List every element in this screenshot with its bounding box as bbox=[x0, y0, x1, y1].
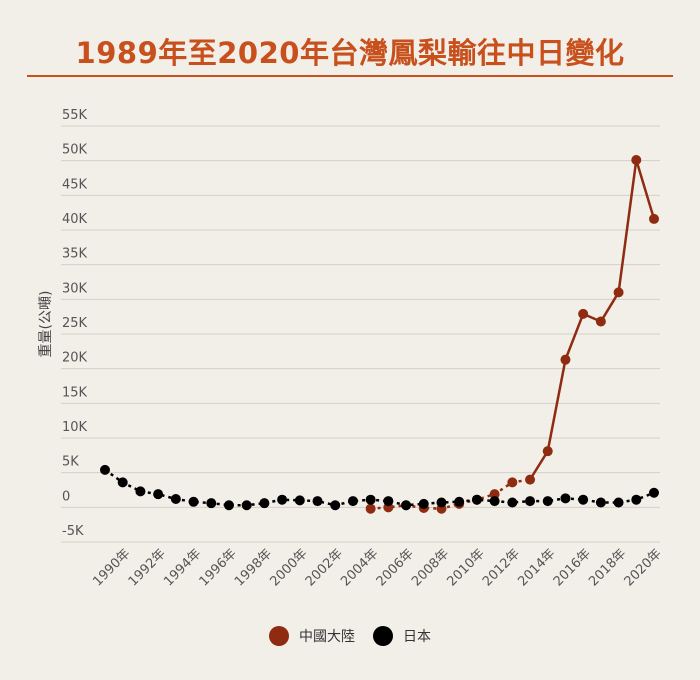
x-tick-label: 1992年 bbox=[126, 546, 169, 589]
legend-item-china[interactable]: 中國大陸 bbox=[269, 626, 355, 646]
data-point-japan bbox=[595, 497, 606, 508]
legend: 中國大陸 日本 bbox=[0, 626, 700, 646]
x-tick-label: 2010年 bbox=[445, 546, 488, 589]
x-tick-label: 2004年 bbox=[338, 546, 381, 589]
legend-item-japan[interactable]: 日本 bbox=[373, 626, 431, 646]
data-point-china bbox=[525, 474, 536, 485]
data-point-china bbox=[613, 287, 624, 298]
y-tick-label: 15K bbox=[62, 385, 88, 400]
y-tick-label: 10K bbox=[62, 420, 88, 435]
y-tick-label: 35K bbox=[62, 247, 88, 262]
data-point-japan bbox=[206, 498, 217, 509]
y-tick-label: 0 bbox=[62, 489, 70, 504]
data-point-japan bbox=[347, 496, 358, 507]
series-line-china-dashed bbox=[370, 478, 531, 510]
data-point-japan bbox=[525, 496, 536, 507]
y-tick-label: 25K bbox=[62, 316, 88, 331]
data-point-japan bbox=[153, 489, 164, 500]
x-tick-label: 2002年 bbox=[303, 546, 346, 589]
data-point-japan bbox=[401, 500, 412, 511]
data-point-japan bbox=[277, 494, 288, 505]
data-point-china bbox=[595, 316, 606, 327]
x-tick-label: 2012年 bbox=[480, 546, 523, 589]
y-tick-label: 55K bbox=[62, 108, 88, 123]
data-point-china bbox=[578, 308, 589, 319]
x-tick-label: 1996年 bbox=[197, 546, 240, 589]
data-point-japan bbox=[117, 477, 128, 488]
data-point-japan bbox=[471, 494, 482, 505]
y-tick-label: 5K bbox=[62, 455, 79, 470]
data-point-china bbox=[365, 503, 376, 514]
y-tick-label: 20K bbox=[62, 351, 88, 366]
data-point-japan bbox=[649, 487, 659, 498]
data-point-japan bbox=[631, 494, 642, 505]
x-tick-label: 2018年 bbox=[586, 546, 629, 589]
series-line-china bbox=[528, 159, 656, 481]
legend-marker-china bbox=[269, 626, 289, 646]
y-tick-label: 30K bbox=[62, 281, 88, 296]
series-line-japan bbox=[104, 468, 655, 507]
data-point-japan bbox=[170, 494, 181, 505]
x-tick-label: 2008年 bbox=[409, 546, 452, 589]
x-tick-label: 2020年 bbox=[622, 546, 665, 589]
legend-label-japan: 日本 bbox=[403, 629, 431, 645]
data-point-japan bbox=[188, 496, 199, 507]
x-tick-label: 1994年 bbox=[161, 546, 204, 589]
data-point-china bbox=[489, 489, 500, 500]
x-tick-label: 1990年 bbox=[90, 546, 133, 589]
data-point-japan bbox=[436, 497, 447, 508]
chart-title: 1989年至2020年台灣鳳梨輸往中日變化 bbox=[75, 36, 625, 70]
y-tick-label: -5K bbox=[62, 524, 84, 539]
data-point-japan bbox=[135, 486, 146, 497]
x-tick-label: 1998年 bbox=[232, 546, 275, 589]
data-point-japan bbox=[489, 496, 500, 507]
data-point-japan bbox=[560, 493, 571, 504]
y-tick-label: 40K bbox=[62, 212, 88, 227]
data-point-japan bbox=[542, 496, 553, 507]
title-underline bbox=[27, 75, 673, 77]
y-tick-label: 50K bbox=[62, 143, 88, 158]
data-point-china bbox=[649, 213, 659, 224]
x-tick-label: 2016年 bbox=[551, 546, 594, 589]
x-tick-label: 2014年 bbox=[515, 546, 558, 589]
data-point-japan bbox=[294, 495, 305, 506]
data-point-japan bbox=[507, 497, 518, 508]
data-point-japan bbox=[330, 500, 341, 511]
data-point-japan bbox=[613, 497, 624, 508]
data-point-japan bbox=[100, 464, 110, 475]
data-point-japan bbox=[223, 500, 234, 511]
data-point-japan bbox=[312, 496, 323, 507]
x-tick-label: 2006年 bbox=[374, 546, 417, 589]
data-point-japan bbox=[259, 498, 270, 509]
data-point-china bbox=[560, 354, 571, 365]
data-point-japan bbox=[578, 494, 589, 505]
y-axis-label: 重量(公噸) bbox=[38, 291, 54, 358]
data-point-china bbox=[542, 446, 553, 457]
data-point-china bbox=[507, 477, 518, 488]
x-tick-label: 2000年 bbox=[267, 546, 310, 589]
data-point-japan bbox=[365, 494, 376, 505]
y-tick-label: 45K bbox=[62, 177, 88, 192]
data-point-japan bbox=[383, 496, 394, 507]
legend-marker-japan bbox=[373, 626, 393, 646]
legend-label-china: 中國大陸 bbox=[299, 629, 355, 645]
data-point-china bbox=[631, 154, 642, 165]
data-point-japan bbox=[418, 498, 429, 509]
data-point-japan bbox=[241, 500, 252, 511]
data-point-japan bbox=[454, 496, 465, 507]
